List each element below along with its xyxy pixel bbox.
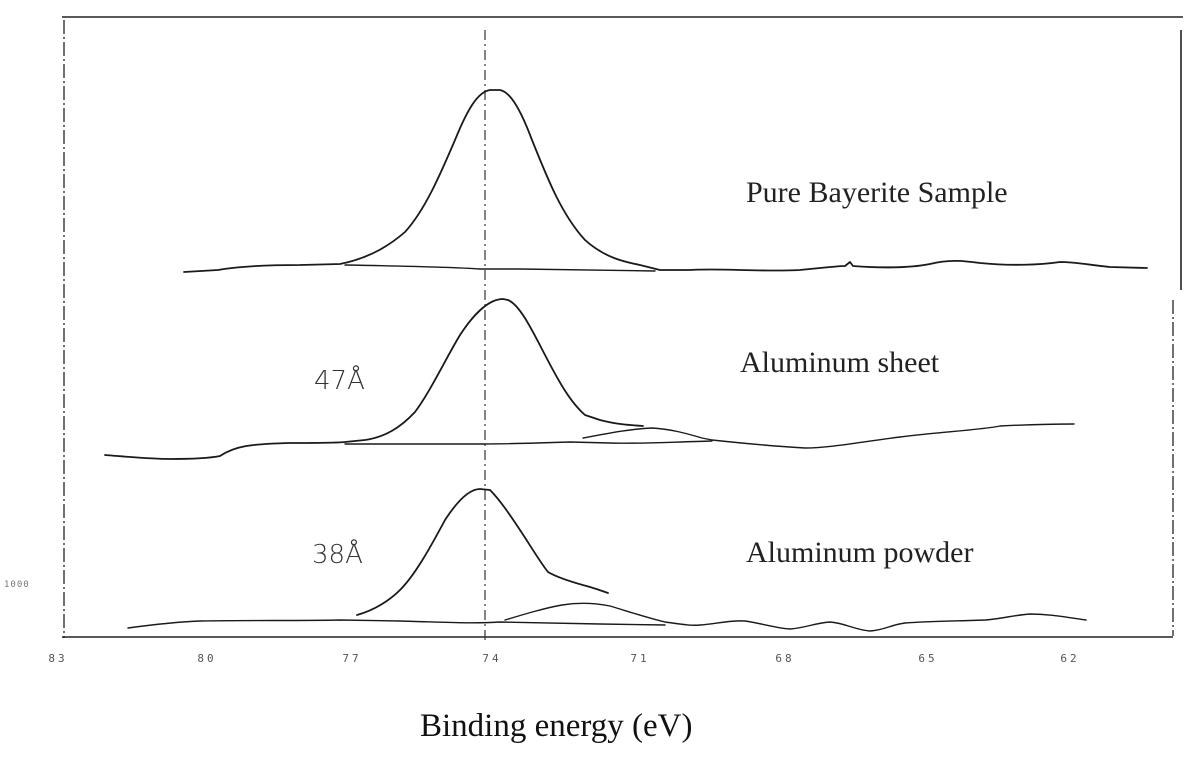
series-bayerite-envelope	[183, 89, 1148, 273]
series-powder-envelope	[356, 488, 609, 616]
series-label-sheet: Aluminum sheet	[740, 346, 940, 379]
series-label-powder: Aluminum powder	[746, 536, 974, 569]
series-powder-baseline	[127, 619, 666, 629]
x-tick-label: 83	[48, 652, 68, 665]
series-bayerite-baseline	[344, 264, 656, 272]
x-tick-label: 71	[630, 652, 650, 665]
x-tick-label: 77	[342, 652, 362, 665]
thickness-label-powder: 38Å	[312, 540, 363, 570]
thickness-label-sheet: 47Å	[314, 366, 365, 396]
series-label-bayerite: Pure Bayerite Sample	[746, 176, 1008, 209]
x-tick-label: 65	[918, 652, 938, 665]
x-tick-label: 68	[775, 652, 795, 665]
y-axis-mark: 1000	[4, 580, 30, 590]
x-tick-label: 80	[197, 652, 217, 665]
series-powder-metal-peak	[504, 602, 1087, 632]
x-tick-label: 62	[1060, 652, 1080, 665]
x-axis-title: Binding energy (eV)	[420, 708, 693, 744]
series-sheet-envelope	[104, 298, 644, 460]
series-sheet-baseline	[344, 440, 713, 445]
series-sheet-metal-peak	[582, 423, 1075, 449]
x-tick-label: 74	[482, 652, 502, 665]
